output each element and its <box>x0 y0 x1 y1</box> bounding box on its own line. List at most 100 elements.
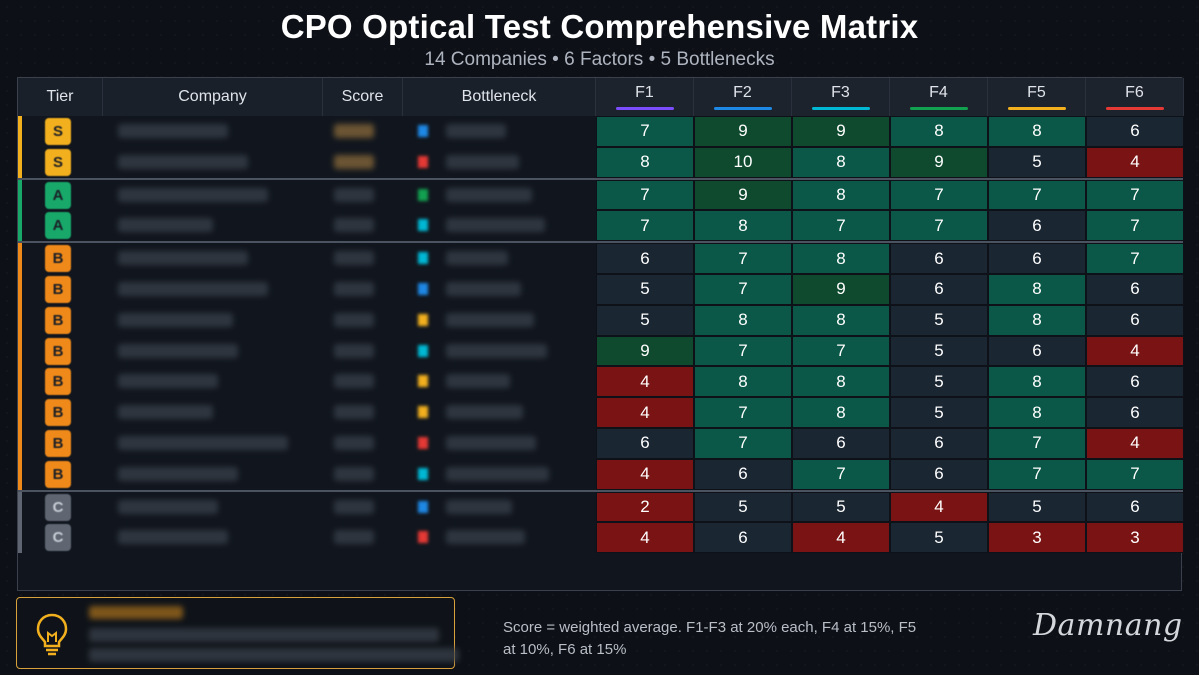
redacted-company-name <box>118 343 238 358</box>
score-cell: 5 <box>988 491 1086 523</box>
score-cell: 4 <box>1086 146 1184 178</box>
bottleneck-marker <box>418 313 428 326</box>
redacted-bottleneck <box>446 499 512 514</box>
redacted-score <box>334 124 374 138</box>
tier-color-bar <box>18 116 22 147</box>
header-label: F4 <box>929 84 948 101</box>
redacted-score <box>334 405 374 420</box>
score-cell: 4 <box>596 366 694 398</box>
score-cell: 6 <box>596 428 694 459</box>
header-f2: F2 <box>694 78 792 116</box>
redacted-bottleneck <box>446 343 547 358</box>
score-cell: 8 <box>988 116 1086 147</box>
score-cell: 7 <box>792 458 890 490</box>
tier-color-bar <box>18 491 22 523</box>
redacted-bottleneck <box>446 218 545 233</box>
redacted-insight-line <box>89 628 439 642</box>
redacted-bottleneck <box>446 436 536 450</box>
redacted-company-name <box>118 405 213 420</box>
bottleneck-marker <box>418 375 428 388</box>
redacted-score <box>334 282 374 296</box>
tier-badge: B <box>45 368 71 396</box>
score-cell: 8 <box>694 366 792 398</box>
score-cell: 7 <box>694 397 792 428</box>
redacted-bottleneck <box>446 124 506 138</box>
score-cell: 7 <box>792 210 890 242</box>
score-cell: 5 <box>890 366 988 398</box>
tier-badge: A <box>45 212 71 240</box>
score-cell: 4 <box>792 522 890 554</box>
redacted-bottleneck <box>446 154 519 169</box>
bottleneck-marker <box>418 531 428 544</box>
score-cell: 7 <box>694 335 792 367</box>
score-cell: 6 <box>988 335 1086 367</box>
score-cell: 4 <box>596 458 694 490</box>
score-note: Score = weighted average. F1-F3 at 20% e… <box>503 619 917 658</box>
redacted-company-name <box>118 374 218 389</box>
tier-badge: B <box>45 337 71 365</box>
tier-badge: B <box>45 245 71 273</box>
tier-color-bar <box>18 304 22 336</box>
bottleneck-marker <box>418 344 428 357</box>
bottleneck-marker <box>418 219 428 232</box>
header-bottleneck: Bottleneck <box>403 78 596 116</box>
tier-color-bar <box>18 210 22 242</box>
score-cell: 8 <box>988 304 1086 336</box>
redacted-insight-title <box>89 606 183 619</box>
score-cell: 7 <box>1086 179 1184 211</box>
bottleneck-marker <box>418 155 428 168</box>
redacted-score <box>334 251 374 266</box>
score-cell: 6 <box>988 210 1086 242</box>
redacted-bottleneck <box>446 251 508 266</box>
redacted-score <box>334 187 374 202</box>
redacted-score <box>334 530 374 545</box>
header-f4: F4 <box>890 78 988 116</box>
score-cell: 5 <box>890 304 988 336</box>
redacted-company-name <box>118 312 233 327</box>
score-cell: 8 <box>988 366 1086 398</box>
score-cell: 6 <box>694 522 792 554</box>
score-cell: 6 <box>890 243 988 274</box>
score-cell: 8 <box>596 146 694 178</box>
tier-color-bar <box>18 397 22 428</box>
tier-separator <box>18 489 1183 492</box>
redacted-company-name <box>118 124 228 138</box>
tier-color-bar <box>18 146 22 178</box>
tier-color-bar <box>18 179 22 211</box>
score-cell: 4 <box>596 397 694 428</box>
score-cell: 8 <box>890 116 988 147</box>
score-cell: 8 <box>792 146 890 178</box>
redacted-company-name <box>118 251 248 266</box>
redacted-score <box>334 466 374 481</box>
tier-color-bar <box>18 335 22 367</box>
score-cell: 3 <box>1086 522 1184 554</box>
tier-badge: S <box>45 118 71 145</box>
bottleneck-marker <box>418 406 428 419</box>
redacted-score <box>334 436 374 450</box>
header-score: Score <box>323 78 403 116</box>
tier-badge: C <box>45 524 71 552</box>
lightbulb-icon <box>35 612 69 661</box>
tier-separator <box>18 241 1183 244</box>
tier-color-bar <box>18 458 22 490</box>
redacted-score <box>334 218 374 233</box>
redacted-company-name <box>118 154 248 169</box>
bottleneck-marker <box>418 188 428 201</box>
score-cell: 8 <box>792 366 890 398</box>
score-cell: 6 <box>1086 274 1184 305</box>
score-cell: 6 <box>890 428 988 459</box>
score-cell: 9 <box>596 335 694 367</box>
tier-color-bar <box>18 243 22 274</box>
page-subtitle: 14 Companies • 6 Factors • 5 Bottlenecks <box>424 49 775 70</box>
redacted-company-name <box>118 282 268 296</box>
factor-color-bar <box>909 107 968 110</box>
score-cell: 7 <box>694 274 792 305</box>
tier-separator <box>18 177 1183 180</box>
score-cell: 7 <box>988 428 1086 459</box>
redacted-company-name <box>118 218 213 233</box>
header-label: F5 <box>1027 84 1046 101</box>
tier-badge: B <box>45 276 71 303</box>
score-cell: 5 <box>988 146 1086 178</box>
score-cell: 6 <box>694 458 792 490</box>
score-cell: 8 <box>988 274 1086 305</box>
